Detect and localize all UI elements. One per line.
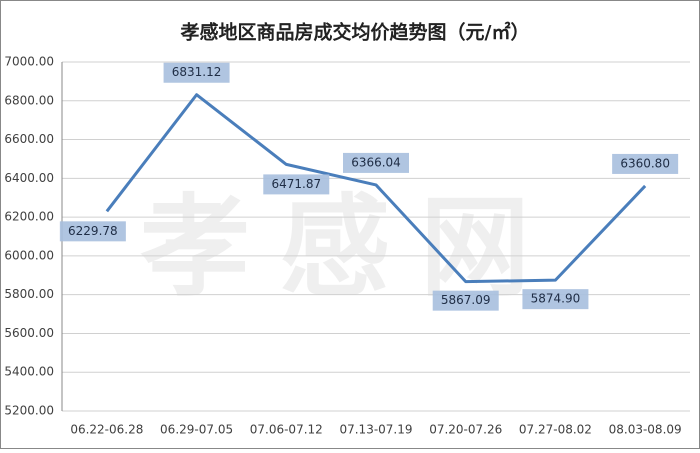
chart-title: 孝感地区商品房成交均价趋势图（元/㎡） — [181, 21, 530, 44]
value-label: 6366.04 — [351, 155, 401, 169]
y-tick-label: 7000.00 — [4, 55, 54, 69]
y-tick-label: 5200.00 — [4, 404, 54, 418]
x-tick-label: 07.20-07.26 — [429, 423, 502, 437]
value-label-box — [612, 153, 679, 174]
value-label-box — [522, 289, 589, 310]
y-tick-label: 6600.00 — [4, 132, 54, 146]
line-series — [105, 93, 647, 284]
x-tick-label: 06.29-07.05 — [160, 423, 233, 437]
y-tick-label: 6000.00 — [4, 248, 54, 262]
value-label: 6360.80 — [620, 156, 670, 170]
value-label-box — [163, 62, 230, 83]
value-label-box — [263, 174, 330, 195]
x-tick-label: 07.06-07.12 — [250, 423, 323, 437]
y-tick-label: 5800.00 — [4, 287, 54, 301]
y-tick-label: 5400.00 — [4, 365, 54, 379]
watermark: 孝感网 — [140, 183, 560, 311]
x-tick-label: 07.13-07.19 — [339, 423, 412, 437]
value-label: 6471.87 — [271, 177, 321, 191]
value-label: 6229.78 — [68, 224, 118, 238]
value-label-box — [343, 152, 409, 173]
y-tick-label: 5600.00 — [4, 326, 54, 340]
x-tick-label: 08.03-08.09 — [609, 423, 682, 437]
value-label-box — [432, 290, 499, 311]
y-tick-label: 6200.00 — [4, 210, 54, 224]
x-tick-label: 06.22-06.28 — [70, 423, 143, 437]
y-tick-label: 6400.00 — [4, 171, 54, 185]
value-label: 6831.12 — [172, 65, 222, 79]
y-tick-label: 6800.00 — [4, 93, 54, 107]
value-label: 5867.09 — [441, 293, 491, 307]
value-label-box — [59, 221, 126, 242]
x-tick-label: 07.27-08.02 — [519, 423, 592, 437]
value-label: 5874.90 — [531, 292, 581, 306]
